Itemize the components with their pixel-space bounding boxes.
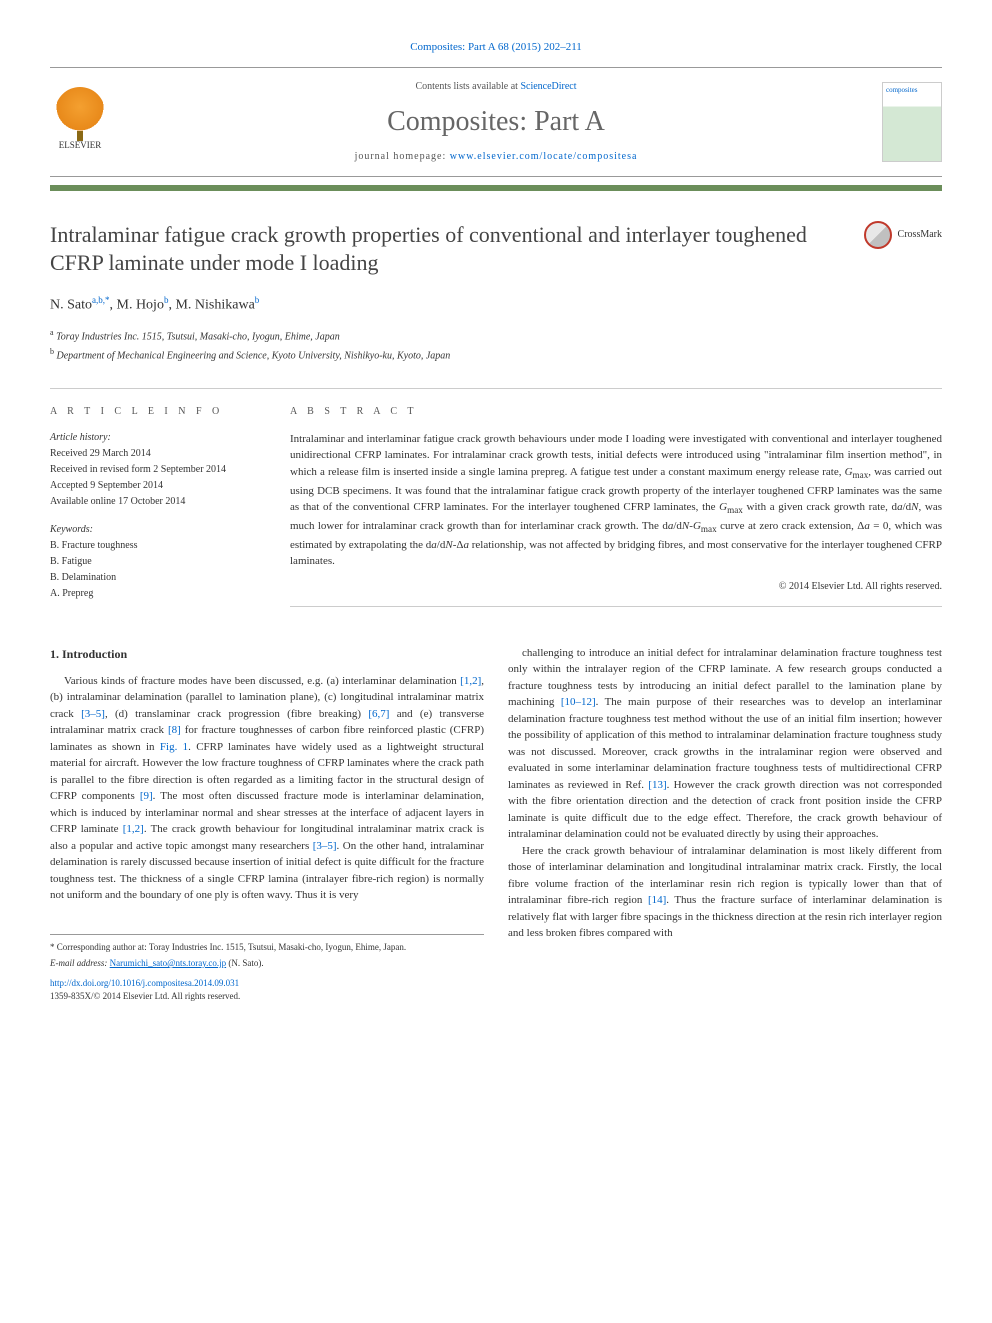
keyword-3: A. Prepreg bbox=[50, 587, 250, 601]
crossmark-label: CrossMark bbox=[898, 228, 942, 242]
ref-link[interactable]: [14] bbox=[648, 894, 666, 906]
crossmark-icon bbox=[864, 221, 892, 249]
journal-title: Composites: Part A bbox=[110, 102, 882, 141]
corresponding-author-note: * Corresponding author at: Toray Industr… bbox=[50, 941, 484, 955]
ref-link[interactable]: [3–5] bbox=[313, 840, 337, 852]
homepage-line: journal homepage: www.elsevier.com/locat… bbox=[110, 150, 882, 164]
issn-rights: 1359-835X/© 2014 Elsevier Ltd. All right… bbox=[50, 990, 484, 1004]
doi-link[interactable]: http://dx.doi.org/10.1016/j.compositesa.… bbox=[50, 977, 484, 991]
author-3-sup: b bbox=[255, 295, 260, 305]
body-columns: 1. Introduction Various kinds of fractur… bbox=[50, 645, 942, 1004]
contents-line: Contents lists available at ScienceDirec… bbox=[110, 80, 882, 94]
journal-reference: Composites: Part A 68 (2015) 202–211 bbox=[50, 40, 942, 55]
author-3: , M. Nishikawa bbox=[168, 297, 254, 312]
abstract-column: A B S T R A C T Intralaminar and interla… bbox=[270, 405, 942, 615]
article-info: A R T I C L E I N F O Article history: R… bbox=[50, 405, 270, 615]
history-0: Received 29 March 2014 bbox=[50, 447, 250, 461]
footnote-divider bbox=[50, 934, 484, 935]
affiliation-b: b Department of Mechanical Engineering a… bbox=[50, 346, 942, 363]
intro-paragraph-3: Here the crack growth behaviour of intra… bbox=[508, 843, 942, 942]
abstract-copyright: © 2014 Elsevier Ltd. All rights reserved… bbox=[290, 580, 942, 594]
ref-link[interactable]: [9] bbox=[140, 790, 153, 802]
authors: N. Satoa,b,*, M. Hojob, M. Nishikawab bbox=[50, 294, 942, 315]
email-link[interactable]: Narumichi_sato@nts.toray.co.jp bbox=[110, 958, 226, 968]
header-center: Contents lists available at ScienceDirec… bbox=[110, 80, 882, 163]
history-2: Accepted 9 September 2014 bbox=[50, 479, 250, 493]
section-1-heading: 1. Introduction bbox=[50, 645, 484, 663]
elsevier-tree-icon bbox=[55, 87, 105, 137]
ref-link[interactable]: [3–5] bbox=[81, 708, 105, 720]
author-1: N. Sato bbox=[50, 297, 92, 312]
ref-link[interactable]: [1,2] bbox=[123, 823, 144, 835]
elsevier-logo: ELSEVIER bbox=[50, 87, 110, 157]
keyword-0: B. Fracture toughness bbox=[50, 539, 250, 553]
abstract-text: Intralaminar and interlaminar fatigue cr… bbox=[290, 431, 942, 570]
ref-link[interactable]: Fig. 1 bbox=[160, 741, 188, 753]
author-1-sup: a,b,* bbox=[92, 295, 110, 305]
history-label: Article history: bbox=[50, 431, 250, 445]
body-col-left: 1. Introduction Various kinds of fractur… bbox=[50, 645, 484, 1004]
email-note: E-mail address: Narumichi_sato@nts.toray… bbox=[50, 957, 484, 971]
history-1: Received in revised form 2 September 201… bbox=[50, 463, 250, 477]
abstract-heading: A B S T R A C T bbox=[290, 405, 942, 419]
contents-prefix: Contents lists available at bbox=[415, 81, 520, 92]
homepage-link[interactable]: www.elsevier.com/locate/compositesa bbox=[450, 151, 638, 162]
crossmark-badge[interactable]: CrossMark bbox=[864, 221, 942, 249]
body-col-right: challenging to introduce an initial defe… bbox=[508, 645, 942, 1004]
journal-header: ELSEVIER Contents lists available at Sci… bbox=[50, 67, 942, 176]
keywords-block: Keywords: B. Fracture toughness B. Fatig… bbox=[50, 523, 250, 601]
author-2: , M. Hojo bbox=[110, 297, 164, 312]
article-history-block: Article history: Received 29 March 2014 … bbox=[50, 431, 250, 509]
intro-paragraph-1: Various kinds of fracture modes have bee… bbox=[50, 673, 484, 904]
history-3: Available online 17 October 2014 bbox=[50, 495, 250, 509]
keyword-1: B. Fatigue bbox=[50, 555, 250, 569]
ref-link[interactable]: [10–12] bbox=[561, 696, 596, 708]
article-header: Intralaminar fatigue crack growth proper… bbox=[50, 221, 942, 278]
ref-link[interactable]: [13] bbox=[648, 779, 666, 791]
ref-link[interactable]: [8] bbox=[168, 724, 181, 736]
abstract-divider bbox=[290, 606, 942, 607]
affiliation-a: a Toray Industries Inc. 1515, Tsutsui, M… bbox=[50, 327, 942, 344]
article-title: Intralaminar fatigue crack growth proper… bbox=[50, 221, 864, 278]
color-bar bbox=[50, 185, 942, 191]
ref-link[interactable]: [1,2] bbox=[460, 675, 481, 687]
affiliations: a Toray Industries Inc. 1515, Tsutsui, M… bbox=[50, 327, 942, 364]
intro-paragraph-2: challenging to introduce an initial defe… bbox=[508, 645, 942, 843]
keywords-label: Keywords: bbox=[50, 523, 250, 537]
ref-link[interactable]: [6,7] bbox=[368, 708, 389, 720]
info-abstract-row: A R T I C L E I N F O Article history: R… bbox=[50, 388, 942, 615]
journal-cover-thumb: composites bbox=[882, 82, 942, 162]
homepage-prefix: journal homepage: bbox=[355, 151, 450, 162]
article-info-heading: A R T I C L E I N F O bbox=[50, 405, 250, 419]
sciencedirect-link[interactable]: ScienceDirect bbox=[520, 81, 576, 92]
keyword-2: B. Delamination bbox=[50, 571, 250, 585]
